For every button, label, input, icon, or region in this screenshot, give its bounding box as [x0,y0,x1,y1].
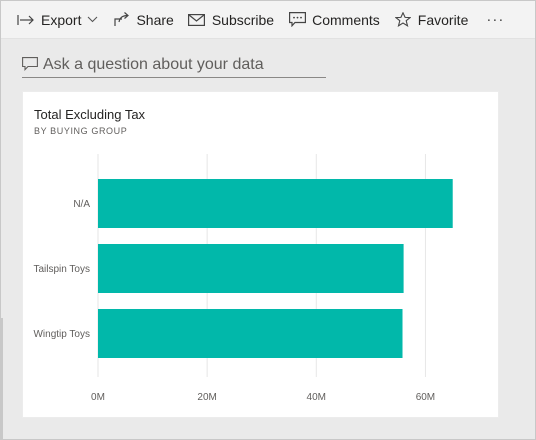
subscribe-label: Subscribe [211,11,275,28]
qa-box[interactable] [22,52,326,78]
bar[interactable] [98,309,403,358]
qa-comment-icon [22,56,38,73]
bar-chart: 0M 20M 40M 60M N/A Tailspin Toys Wingtip Toys [33,154,453,403]
export-label: Export [41,11,82,28]
share-button[interactable]: Share [112,11,174,28]
comments-button[interactable]: Comments [288,12,380,28]
qa-input[interactable] [43,55,313,74]
toolbar: Export Share Subscribe Comments Favorite… [1,1,535,39]
comments-label: Comments [312,11,380,28]
chart-subtitle: BY BUYING GROUP [34,126,128,136]
x-tick-label: 60M [416,392,435,403]
x-tick-label: 0M [91,392,105,403]
x-tick-label: 40M [307,392,326,403]
y-category-label: Wingtip Toys [33,329,90,340]
comment-icon [288,12,306,28]
bar[interactable] [98,179,453,228]
star-icon [394,12,412,28]
chart-card[interactable]: Total Excluding Tax BY BUYING GROUP 0M 20… [22,91,499,418]
chart-title: Total Excluding Tax [34,107,146,122]
y-category-label: Tailspin Toys [33,264,90,275]
mail-icon [188,12,206,28]
more-options-icon[interactable]: ··· [486,11,505,28]
share-label: Share [136,11,174,28]
subscribe-button[interactable]: Subscribe [188,12,274,28]
share-icon [112,12,130,28]
y-category-label: N/A [73,199,90,210]
export-button[interactable]: Export [17,12,98,28]
bar[interactable] [98,244,404,293]
favorite-label: Favorite [417,11,469,28]
export-icon [17,12,35,28]
chevron-down-icon [87,16,98,23]
window-edge [1,318,3,440]
x-tick-label: 20M [197,392,216,403]
favorite-button[interactable]: Favorite [394,11,469,28]
